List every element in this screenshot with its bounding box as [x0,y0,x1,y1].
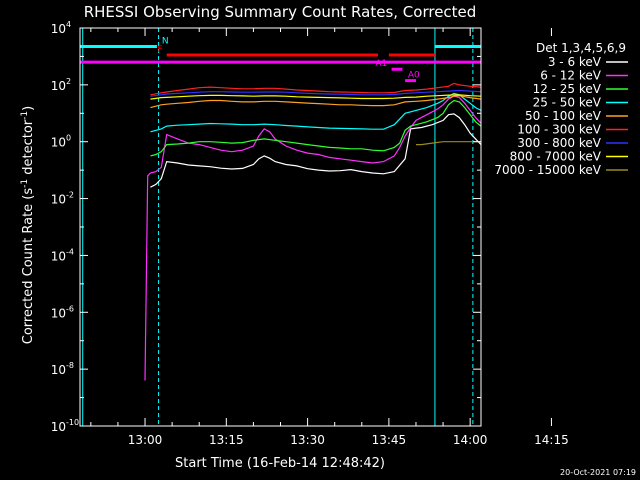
y-tick-exponent: -6 [66,304,74,313]
series-line [150,94,482,100]
y-tick-label: 10 [51,22,66,36]
legend-entry-label: 3 - 6 keV [548,55,602,69]
y-tick-exponent: 4 [66,20,71,29]
chart-title: RHESSI Observing Summary Count Rates, Co… [84,3,477,21]
y-tick-label: 10 [51,306,66,320]
series-line [150,92,482,133]
legend-entry-label: 800 - 7000 keV [510,150,602,164]
y-label-sup1: -1 [20,179,30,188]
state-bar-label: A0 [408,71,420,81]
x-tick-label: 14:15 [534,433,569,447]
legend-entry-label: 7000 - 15000 keV [494,163,601,177]
y-tick-label: 10 [51,193,66,207]
y-tick-exponent: 2 [66,77,71,86]
y-label-main: Corrected Count Rate (s [21,188,36,345]
series-line [150,113,482,188]
y-axis-label: Corrected Count Rate (s-1 detector-1) [20,106,36,344]
x-tick-label: 13:00 [128,433,163,447]
x-tick-label: 13:15 [209,433,244,447]
series-line [150,82,482,96]
y-tick-label: 10 [51,420,66,434]
legend-entry-label: 12 - 25 keV [533,82,602,96]
x-tick-label: 14:00 [453,433,488,447]
x-axis-label: Start Time (16-Feb-14 12:48:42) [175,456,385,471]
y-tick-label: 10 [51,136,66,150]
y-label-end: ) [21,106,36,111]
x-axis: 13:00 13:15 13:30 13:45 14:00 14:15 [90,28,569,447]
y-label-sup2: -1 [20,111,30,120]
series-line [150,99,482,157]
y-tick-exponent: -4 [66,247,74,256]
y-tick-exponent: -2 [66,191,74,200]
x-tick-label: 13:30 [290,433,325,447]
y-tick-label: 10 [51,249,66,263]
state-bar-label: F [157,45,162,55]
legend-entry-label: 25 - 50 keV [533,96,602,110]
y-tick-label: 10 [51,79,66,93]
legend-entry-label: 100 - 300 keV [517,123,601,137]
legend-title: Det 1,3,4,5,6,9 [536,41,626,55]
legend-entry-label: 6 - 12 keV [540,69,602,83]
y-tick-exponent: -8 [66,361,74,370]
series-line [150,95,482,109]
y-tick-exponent: 0 [66,134,71,143]
state-bar-label: N [162,36,169,46]
x-tick-label: 13:45 [372,433,407,447]
series-line [150,89,482,97]
y-label-mid: detector [21,119,36,179]
footer-date: 20-Oct-2021 07:19 [560,468,636,477]
state-bar-label: A1 [375,59,387,69]
y-tick-label: 10 [51,363,66,377]
legend-entry-label: 50 - 100 keV [525,109,602,123]
y-tick-exponent: -10 [66,418,79,427]
legend-entry-label: 300 - 800 keV [517,136,601,150]
